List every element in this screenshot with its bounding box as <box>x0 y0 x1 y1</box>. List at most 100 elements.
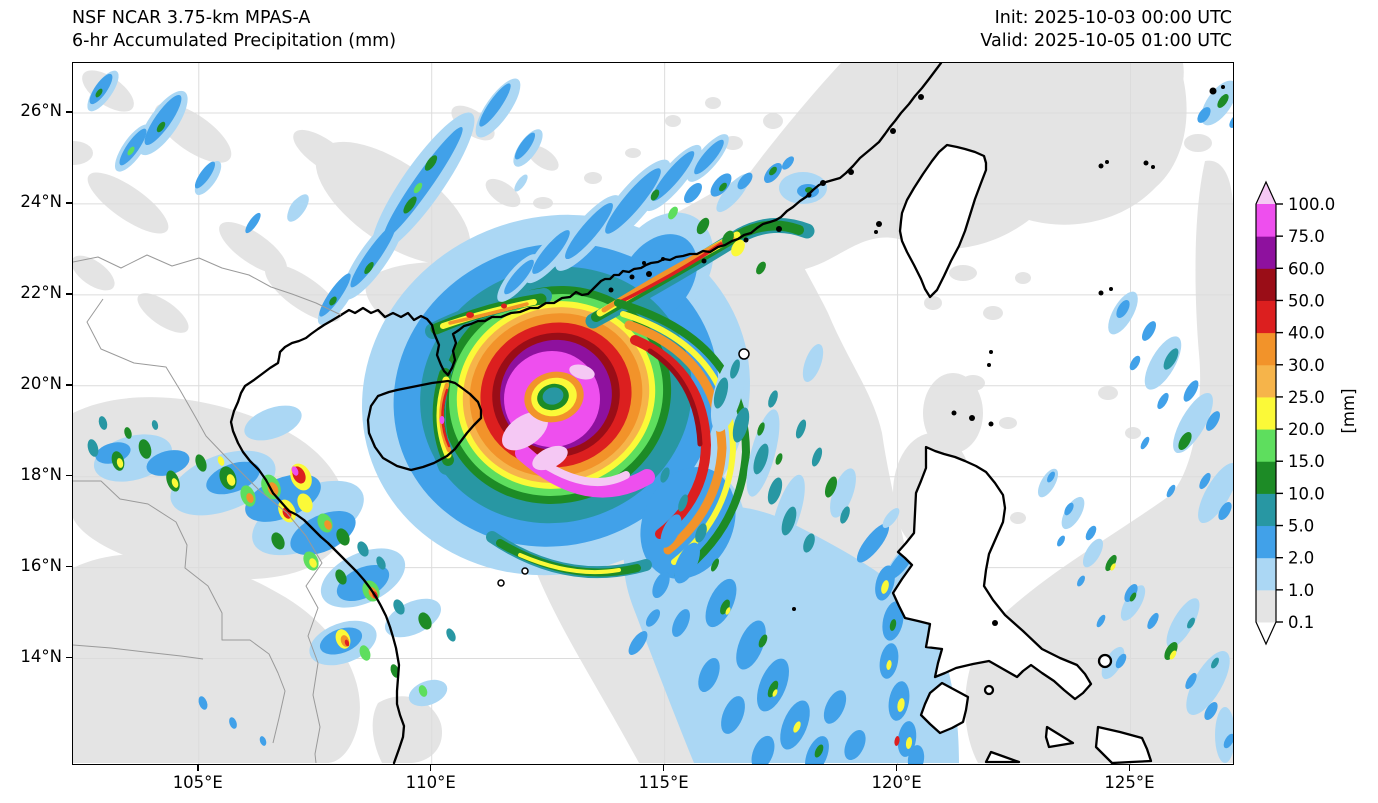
colorbar-segment <box>1256 332 1276 366</box>
precip-cell <box>1077 575 1085 587</box>
coastline-catanduanes <box>1097 653 1113 669</box>
island-speck <box>988 421 994 427</box>
island-speck <box>1098 163 1104 169</box>
precip-cell <box>844 730 866 760</box>
precip-cell <box>731 239 745 257</box>
precip-cell <box>721 696 745 734</box>
island-speck <box>642 261 646 265</box>
gray-patch <box>625 148 641 158</box>
precip-cell <box>229 717 237 729</box>
gray-patch <box>1015 272 1031 284</box>
run-times: Init: 2025-10-03 00:00 UTC Valid: 2025-1… <box>980 7 1232 52</box>
coastline-panay <box>984 750 1021 764</box>
precip-cell <box>1204 701 1218 721</box>
gray-patch <box>983 306 1003 320</box>
coastline-masbate <box>1044 725 1075 749</box>
precip-cell <box>651 151 695 201</box>
precip-cell <box>1186 651 1230 715</box>
precip-cell <box>1197 107 1211 123</box>
atoll-island <box>521 567 529 575</box>
lat-tick-label: 22°N <box>20 282 62 302</box>
precip-cell <box>660 467 670 483</box>
gray-patch <box>584 172 602 184</box>
precip-cell <box>1105 554 1117 572</box>
island-speck <box>989 350 993 354</box>
lat-tick-label: 24°N <box>20 191 62 211</box>
precip-cell <box>719 182 727 192</box>
precip-cell <box>244 405 302 441</box>
precip-cell <box>124 427 132 439</box>
precip-cell <box>768 390 778 408</box>
colorbar: 0.1 1.0 2.0 5.0 10.0 15.0 20.0 25.0 30.0 40.0 50.0… <box>1250 178 1378 658</box>
precip-cell <box>335 569 347 585</box>
precip-cell <box>650 189 660 201</box>
precip-cell <box>605 168 661 234</box>
precip-cell <box>802 344 824 382</box>
precip-cell <box>782 156 794 170</box>
precip-cell <box>705 578 737 628</box>
precip-cell <box>767 680 779 698</box>
gray-patch <box>1010 512 1026 524</box>
coastline-marinduque <box>983 684 995 696</box>
lon-tick-label: 105°E <box>172 773 223 792</box>
precip-cell <box>756 261 766 275</box>
gray-patch <box>1125 427 1141 439</box>
coastline-hainan <box>366 379 483 472</box>
precip-cell <box>694 139 724 175</box>
colorbar-tick-label: 5.0 <box>1288 517 1314 536</box>
precip-cell <box>753 443 769 475</box>
island-speck <box>951 410 957 416</box>
precip-cell <box>329 296 337 306</box>
colorbar-tick-label: 100.0 <box>1288 195 1335 214</box>
precip-cell <box>403 196 417 214</box>
precip-cell <box>98 416 108 430</box>
island-speck <box>1109 287 1113 291</box>
precip-cell <box>1147 612 1159 630</box>
island-speck <box>743 237 749 243</box>
precip-cell <box>758 634 768 648</box>
precip-cell <box>736 620 766 670</box>
precip-cell <box>138 439 152 459</box>
lat-tick <box>66 565 72 568</box>
precip-cell <box>684 183 702 203</box>
precip-cell <box>672 609 690 637</box>
island-speck <box>806 192 812 198</box>
colorbar-tick-label: 50.0 <box>1288 291 1325 310</box>
precip-cell <box>830 468 856 518</box>
coastline-luzon <box>891 445 1093 701</box>
colorbar-segment <box>1256 236 1276 269</box>
precip-cell <box>678 494 688 512</box>
colorbar-segment <box>1256 429 1276 462</box>
precip-cell <box>767 477 783 505</box>
gray-patch <box>219 221 287 275</box>
precip-cell <box>271 532 285 550</box>
precip-cell <box>1096 614 1106 628</box>
precip-cell <box>288 197 302 215</box>
precip-cell <box>1198 462 1233 524</box>
coastline-china <box>339 63 943 377</box>
lat-tick-label: 20°N <box>20 373 62 393</box>
precip-cell <box>732 407 750 443</box>
precip-cell <box>127 146 135 156</box>
colorbar-segment <box>1256 557 1276 591</box>
precip-cell <box>344 639 350 647</box>
precip-cell <box>297 493 313 513</box>
precip-cell <box>628 631 648 655</box>
precip-cell <box>1120 585 1146 621</box>
precip-cell <box>1164 641 1178 661</box>
precip-cell <box>695 523 707 543</box>
gray-patch <box>705 97 721 109</box>
lat-tick-label: 16°N <box>20 555 62 575</box>
precip-cell <box>1229 114 1233 128</box>
precip-cell <box>479 83 511 127</box>
precip-cell <box>1166 598 1200 648</box>
precip-cell <box>897 698 905 712</box>
precip-cell <box>1163 348 1179 370</box>
map-panel <box>72 62 1234 765</box>
island-speck <box>792 607 796 611</box>
gray-patch <box>949 265 977 281</box>
precip-cell <box>514 132 536 160</box>
precip-cell <box>424 155 438 171</box>
lon-tick <box>662 765 665 771</box>
precip-cell <box>418 612 432 630</box>
